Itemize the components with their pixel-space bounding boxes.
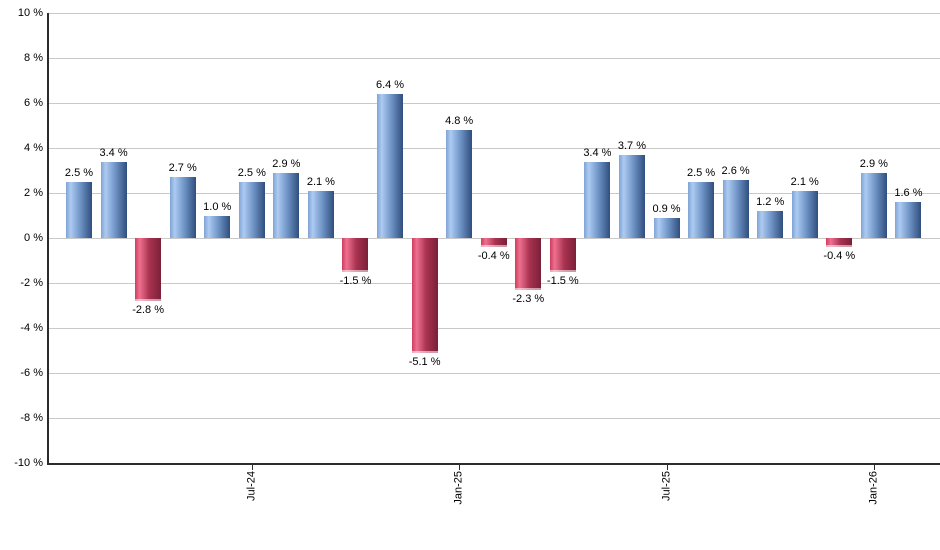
bar-value-label: 1.2 % xyxy=(756,196,785,208)
bar-value-label: 3.4 % xyxy=(583,146,612,159)
bar-value-label: -1.5 % xyxy=(339,274,372,287)
bar-value-label: 2.9 % xyxy=(859,157,888,170)
bar-value-label: 0.9 % xyxy=(652,202,681,215)
bar-value-label: 2.5 % xyxy=(687,166,716,179)
x-axis-label: Jul-24 xyxy=(245,471,258,501)
bar-value-label: 3.4 % xyxy=(99,146,128,159)
bar-value-label: -0.4 % xyxy=(823,250,856,262)
x-axis-label: Jan-26 xyxy=(867,471,880,505)
bar-value-label: 2.5 % xyxy=(64,166,94,179)
gridline xyxy=(49,418,940,419)
bar xyxy=(169,177,196,238)
gridline xyxy=(49,103,940,104)
bar xyxy=(480,238,507,247)
gridline xyxy=(49,148,940,149)
bar xyxy=(446,130,473,238)
bar xyxy=(653,217,680,238)
gridline xyxy=(49,373,940,374)
bar xyxy=(66,181,92,238)
bar xyxy=(411,238,438,353)
bar-value-label: -2.3 % xyxy=(512,292,545,305)
bar xyxy=(135,238,162,301)
bar-value-label: 1.0 % xyxy=(203,200,232,213)
bar xyxy=(204,215,231,238)
bar-value-label: -2.8 % xyxy=(132,304,164,316)
bar-value-label: 6.4 % xyxy=(375,79,405,91)
bar xyxy=(342,238,369,272)
bar xyxy=(791,190,818,238)
bar-value-label: -0.4 % xyxy=(477,250,510,262)
x-axis-label: Jul-25 xyxy=(660,471,673,501)
y-axis-label: -4 % xyxy=(20,322,43,334)
x-axis-tick xyxy=(459,465,461,470)
bar-value-label: 2.1 % xyxy=(306,175,335,188)
x-axis-label: Jan-25 xyxy=(452,471,465,505)
bar xyxy=(273,172,300,238)
x-axis-tick xyxy=(251,465,253,470)
bar xyxy=(238,181,265,238)
y-axis-label: 2 % xyxy=(24,187,43,199)
x-axis-tick xyxy=(873,465,875,470)
y-axis-label: 0 % xyxy=(24,232,43,244)
gridline xyxy=(49,13,940,14)
bar xyxy=(515,238,542,290)
bar-value-label: 2.5 % xyxy=(237,166,266,179)
bar xyxy=(688,181,715,238)
bar-value-label: 3.7 % xyxy=(617,139,647,152)
bar xyxy=(584,161,611,238)
y-axis-label: 6 % xyxy=(24,97,43,109)
y-axis-label: 10 % xyxy=(17,7,43,19)
gridline xyxy=(49,328,940,329)
y-axis-label: -2 % xyxy=(20,277,43,289)
y-axis-label: -6 % xyxy=(20,367,43,379)
bar-value-label: 4.8 % xyxy=(445,115,474,127)
bar xyxy=(722,179,749,238)
bar xyxy=(860,172,887,238)
bar-value-label: 2.1 % xyxy=(790,175,819,188)
y-axis-label: -10 % xyxy=(14,457,43,469)
bar xyxy=(618,154,645,238)
bar-value-label: 2.6 % xyxy=(721,164,750,177)
y-axis-label: 8 % xyxy=(24,52,43,64)
gridline xyxy=(49,58,940,59)
y-axis-label: -8 % xyxy=(20,412,43,424)
gridline xyxy=(49,193,940,194)
bar xyxy=(100,161,127,238)
bar xyxy=(757,211,784,238)
bar xyxy=(895,202,922,238)
y-axis-line xyxy=(47,13,49,465)
gridline xyxy=(49,283,940,284)
bar xyxy=(549,238,576,272)
bar-value-label: 1.6 % xyxy=(894,187,923,199)
x-axis-line xyxy=(47,463,940,465)
bar xyxy=(307,190,334,238)
bar-value-label: 2.7 % xyxy=(168,162,197,175)
bar xyxy=(377,94,404,238)
bar-value-label: -5.1 % xyxy=(408,355,441,368)
bar-value-label: 2.9 % xyxy=(272,157,301,170)
bar xyxy=(826,238,853,247)
x-axis-tick xyxy=(666,465,668,470)
y-axis-label: 4 % xyxy=(24,142,43,154)
bar-value-label: -1.5 % xyxy=(546,274,579,287)
